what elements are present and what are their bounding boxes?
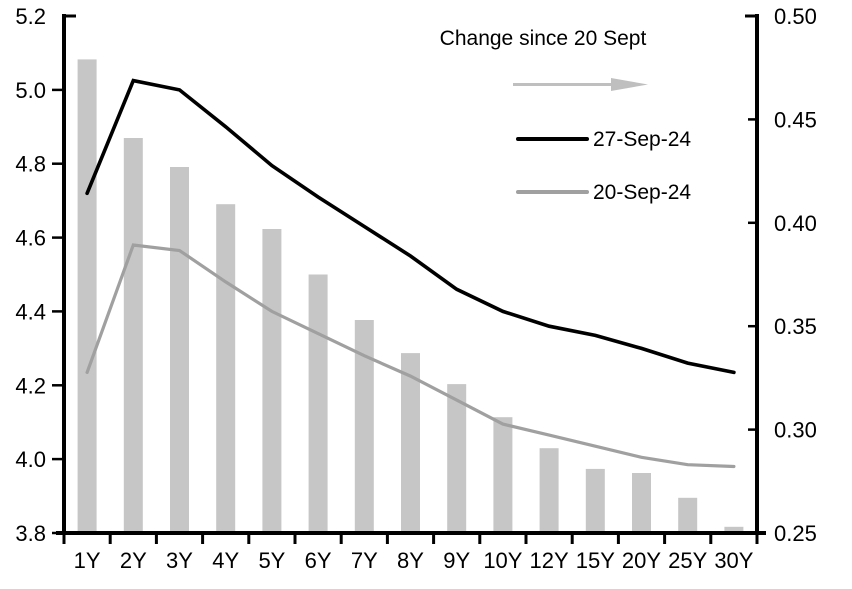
left-tick-label: 4.6 bbox=[15, 226, 46, 251]
x-tick-label: 4Y bbox=[212, 548, 239, 573]
x-tick-label: 9Y bbox=[443, 548, 470, 573]
bar-30Y bbox=[724, 526, 744, 533]
bar-5Y bbox=[262, 229, 282, 533]
line-20-Sep-24 bbox=[85, 243, 736, 469]
left-tick-label: 4.0 bbox=[15, 447, 46, 472]
bar-6Y bbox=[308, 274, 328, 533]
right-tick-label: 0.45 bbox=[774, 107, 817, 132]
bar-4Y bbox=[216, 204, 236, 533]
left-tick-label: 5.2 bbox=[15, 4, 46, 29]
left-tick-label: 5.0 bbox=[15, 78, 46, 103]
x-tick-label: 1Y bbox=[74, 548, 101, 573]
bar-2Y bbox=[123, 138, 143, 533]
bar-12Y bbox=[539, 448, 559, 533]
legend-label-20sep: 20-Sep-24 bbox=[593, 181, 692, 204]
x-tick-label: 5Y bbox=[258, 548, 285, 573]
right-tick-label: 0.25 bbox=[774, 521, 817, 546]
right-tick-label: 0.35 bbox=[774, 314, 817, 339]
x-tick-label: 8Y bbox=[397, 548, 424, 573]
left-tick-label: 4.2 bbox=[15, 373, 46, 398]
legend-label-27sep: 27-Sep-24 bbox=[593, 128, 692, 151]
legend-line-20sep bbox=[516, 190, 589, 194]
legend-title-change-since-20-sept: Change since 20 Sept bbox=[439, 27, 647, 50]
line-27-Sep-24 bbox=[85, 78, 736, 375]
bar-9Y bbox=[447, 384, 467, 533]
left-tick-label: 4.4 bbox=[15, 299, 46, 324]
bar-1Y bbox=[77, 59, 97, 534]
right-arrow-icon bbox=[513, 78, 648, 91]
x-tick-label: 7Y bbox=[351, 548, 378, 573]
left-tick-label: 4.8 bbox=[15, 152, 46, 177]
x-tick-label: 12Y bbox=[530, 548, 569, 573]
bar-3Y bbox=[170, 167, 189, 533]
bar-10Y bbox=[493, 417, 513, 533]
x-tick-label: 2Y bbox=[120, 548, 147, 573]
right-tick-label: 0.30 bbox=[774, 418, 817, 443]
bar-25Y bbox=[678, 497, 698, 533]
x-tick-label: 3Y bbox=[166, 548, 193, 573]
x-tick-label: 10Y bbox=[483, 548, 522, 573]
x-tick-label: 20Y bbox=[622, 548, 661, 573]
x-tick-label: 15Y bbox=[576, 548, 615, 573]
legend-line-27sep bbox=[516, 137, 589, 141]
bar-7Y bbox=[354, 320, 374, 533]
x-tick-label: 30Y bbox=[714, 548, 753, 573]
bar-20Y bbox=[632, 473, 651, 533]
x-tick-label: 25Y bbox=[668, 548, 707, 573]
bar-8Y bbox=[401, 353, 420, 533]
bar-15Y bbox=[585, 468, 605, 533]
left-tick-label: 3.8 bbox=[15, 521, 46, 546]
right-tick-label: 0.50 bbox=[774, 4, 817, 29]
x-tick-label: 6Y bbox=[305, 548, 332, 573]
right-tick-label: 0.40 bbox=[774, 211, 817, 236]
